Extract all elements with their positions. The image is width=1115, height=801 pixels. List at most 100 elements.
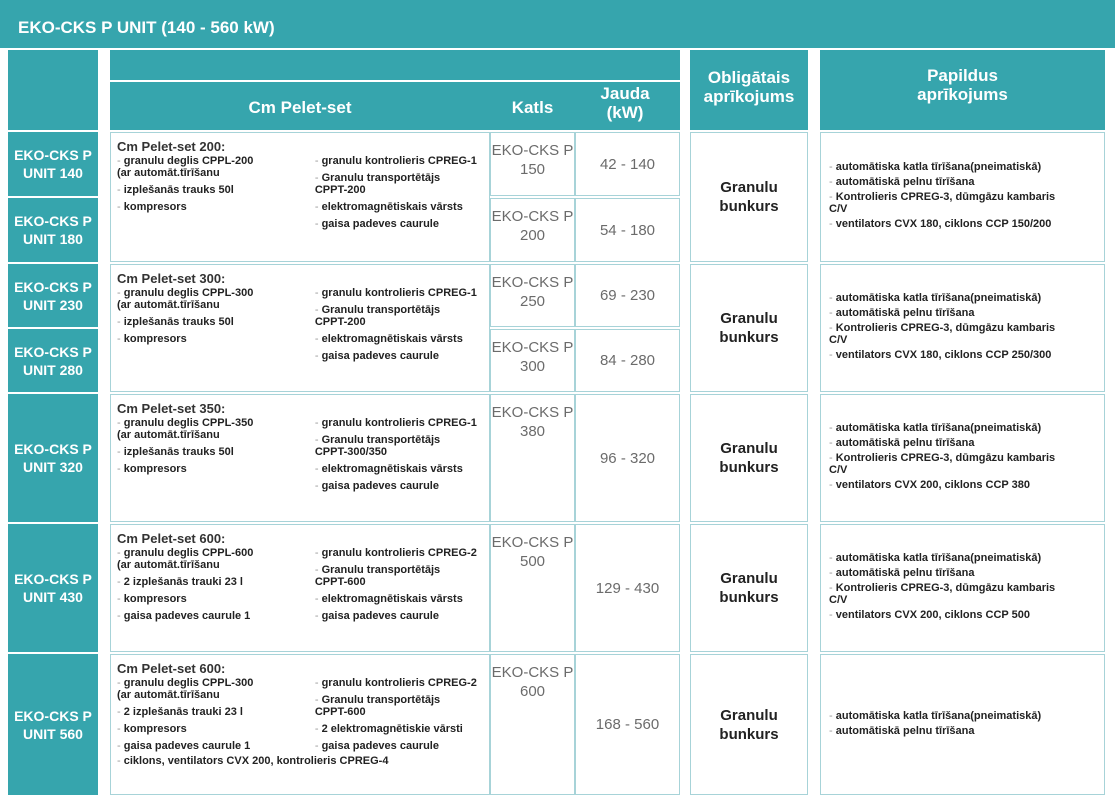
set-item: kompresors: [117, 201, 315, 213]
extras-cell: automātiska katla tīrīšana(pneimatiskā) a…: [820, 394, 1105, 522]
set-left: granulu deglis CPPL-600 (ar automāt.tīrī…: [117, 547, 315, 627]
power-value: 129 - 430: [595, 579, 660, 597]
header-main: [110, 50, 680, 130]
extras-item: automātiskā pelnu tīrīšana: [829, 567, 1104, 579]
set-title: Cm Pelet-set 600:: [117, 531, 226, 546]
power-value: 84 - 280: [599, 352, 656, 369]
obligatory-cell: Granulu bunkurs: [690, 394, 808, 522]
extras-item: automātiska katla tīrīšana(pneimatiskā): [829, 292, 1104, 304]
extras-item: automātiska katla tīrīšana(pneimatiskā): [829, 161, 1104, 173]
set-item: granulu deglis CPPL-200 (ar automāt.tīrī…: [117, 155, 315, 179]
boiler-cell: EKO-CKS P 300: [490, 329, 575, 392]
set-item: gaisa padeves caurule 1: [117, 740, 315, 752]
set-item: Granulu transportētājs CPPT-300/350: [315, 434, 483, 458]
extras-item: automātiskā pelnu tīrīšana: [829, 437, 1104, 449]
power-value: 54 - 180: [599, 221, 656, 239]
set-right: granulu kontrolieris CPREG-2 Granulu tran…: [315, 677, 483, 757]
set-left: granulu deglis CPPL-300 (ar automāt.tīrī…: [117, 677, 315, 757]
obligatory-cell: Granulu bunkurs: [690, 654, 808, 795]
boiler-cell: EKO-CKS P 380: [490, 394, 575, 522]
set-columns: granulu deglis CPPL-600 (ar automāt.tīrī…: [117, 547, 483, 627]
set-right: granulu kontrolieris CPREG-2 Granulu tran…: [315, 547, 483, 627]
header-boiler: Katls: [511, 98, 554, 117]
set-item: granulu deglis CPPL-300 (ar automāt.tīrī…: [117, 287, 315, 311]
unit-line: UNIT 180: [23, 231, 83, 247]
power-cell: 42 - 140: [575, 132, 680, 196]
unit-line: EKO-CKS P: [14, 571, 92, 587]
extras-item: automātiska katla tīrīšana(pneimatiskā): [829, 422, 1104, 434]
extras-item: Kontrolieris CPREG-3, dūmgāzu kambaris C…: [829, 452, 1104, 476]
unit-label: EKO-CKS P UNIT 140: [8, 132, 98, 196]
set-left: granulu deglis CPPL-200 (ar automāt.tīrī…: [117, 155, 315, 235]
power-value: 42 - 140: [599, 155, 656, 173]
boiler-line: EKO-CKS P: [491, 339, 574, 356]
extras-item: ventilators CVX 200, ciklons CCP 500: [829, 609, 1104, 621]
header-extras: Papildus aprīkojums: [820, 50, 1105, 130]
power-cell: 168 - 560: [575, 654, 680, 795]
unit-line: EKO-CKS P: [14, 707, 92, 724]
unit-line: UNIT 560: [23, 725, 83, 742]
boiler-line: 300: [519, 358, 546, 375]
boiler-line: 380: [519, 423, 546, 440]
unit-line: UNIT 320: [23, 459, 83, 475]
boiler-cell: EKO-CKS P 250: [490, 264, 575, 327]
power-value: 96 - 320: [599, 449, 656, 467]
title-bar: EKO-CKS P UNIT (140 - 560 kW): [0, 0, 1115, 48]
set-item: gaisa padeves caurule: [315, 480, 483, 492]
unit-line: UNIT 140: [23, 165, 83, 181]
set-footer: ciklons, ventilators CVX 200, kontrolier…: [117, 755, 483, 767]
extras-cell: automātiska katla tīrīšana(pneimatiskā) a…: [820, 654, 1105, 795]
header-left: [8, 50, 98, 130]
extras-item: ventilators CVX 180, ciklons CCP 150/200: [829, 218, 1104, 230]
set-item: kompresors: [117, 723, 315, 735]
set-left: granulu deglis CPPL-350 (ar automāt.tīrī…: [117, 417, 315, 497]
set-title: Cm Pelet-set 300:: [117, 271, 226, 286]
set-item: izplešanās trauks 50l: [117, 184, 315, 196]
power-value: 69 - 230: [599, 287, 656, 304]
power-value: 168 - 560: [595, 716, 660, 733]
set-item: granulu kontrolieris CPREG-1: [315, 155, 483, 167]
unit-label: EKO-CKS P UNIT 230: [8, 264, 98, 327]
extras-cell: automātiska katla tīrīšana(pneimatiskā) a…: [820, 132, 1105, 262]
set-item: gaisa padeves caurule 1: [117, 610, 315, 622]
obligatory-text: Granulu bunkurs: [719, 179, 779, 215]
set-title: Cm Pelet-set 600:: [117, 661, 226, 676]
extras-item: Kontrolieris CPREG-3, dūmgāzu kambaris C…: [829, 582, 1104, 606]
set-item: Granulu transportētājs CPPT-600: [315, 694, 483, 718]
set-item: elektromagnētiskais vārsts: [315, 463, 483, 475]
set-item: 2 izplešanās trauki 23 l: [117, 706, 315, 718]
extras-item: ventilators CVX 180, ciklons CCP 250/300: [829, 349, 1104, 361]
header-obligatory: Obligātais aprīkojums: [690, 50, 808, 130]
boiler-line: EKO-CKS P: [491, 534, 574, 551]
set-item: kompresors: [117, 463, 315, 475]
extras-cell: automātiska katla tīrīšana(pneimatiskā) a…: [820, 524, 1105, 652]
set-item: gaisa padeves caurule: [315, 218, 483, 230]
unit-line: UNIT 280: [23, 361, 83, 378]
unit-label: EKO-CKS P UNIT 430: [8, 524, 98, 652]
set-item: Granulu transportētājs CPPT-600: [315, 564, 483, 588]
title: EKO-CKS P UNIT (140 - 560 kW): [18, 18, 275, 37]
boiler-cell: EKO-CKS P 200: [490, 198, 575, 262]
set-item: granulu kontrolieris CPREG-2: [315, 677, 483, 689]
set-item: granulu kontrolieris CPREG-1: [315, 417, 483, 429]
boiler-line: 200: [519, 227, 546, 244]
power-cell: 54 - 180: [575, 198, 680, 262]
unit-label: EKO-CKS P UNIT 560: [8, 654, 98, 795]
power-cell: 84 - 280: [575, 329, 680, 392]
set-item: granulu deglis CPPL-350 (ar automāt.tīrī…: [117, 417, 315, 441]
boiler-line: 250: [519, 293, 546, 310]
obligatory-cell: Granulu bunkurs: [690, 524, 808, 652]
power-cell: 69 - 230: [575, 264, 680, 327]
set-columns: granulu deglis CPPL-300 (ar automāt.tīrī…: [117, 677, 483, 757]
set-title: Cm Pelet-set 200:: [117, 139, 226, 154]
set-item: Granulu transportētājs CPPT-200: [315, 304, 483, 328]
extras-item: automātiskā pelnu tīrīšana: [829, 176, 1104, 188]
set-columns: granulu deglis CPPL-300 (ar automāt.tīrī…: [117, 287, 483, 367]
boiler-cell: EKO-CKS P 500: [490, 524, 575, 652]
boiler-line: EKO-CKS P: [491, 208, 574, 225]
unit-line: UNIT 430: [23, 589, 83, 605]
obligatory-text: Granulu bunkurs: [719, 440, 779, 476]
set-right: granulu kontrolieris CPREG-1 Granulu tran…: [315, 155, 483, 235]
set-item: Granulu transportētājs CPPT-200: [315, 172, 483, 196]
set-item: 2 izplešanās trauki 23 l: [117, 576, 315, 588]
